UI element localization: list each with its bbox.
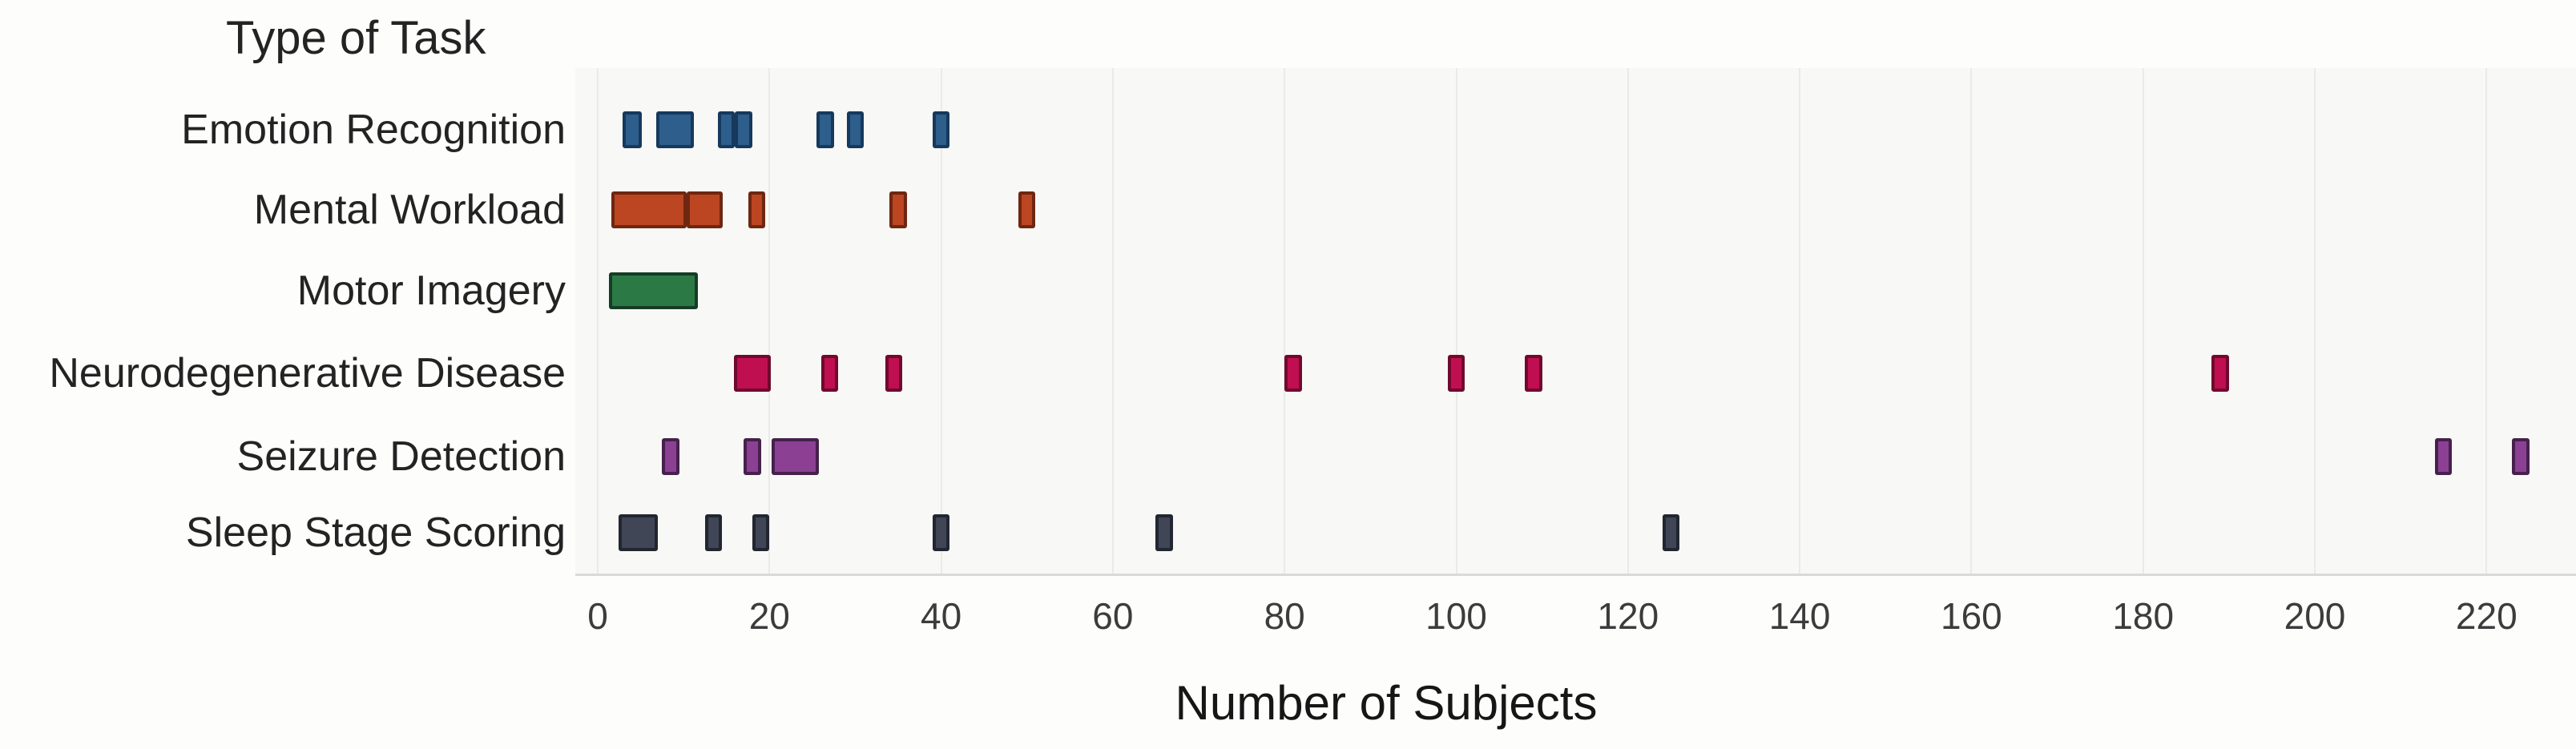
data-mark bbox=[846, 111, 865, 148]
x-tick-label: 100 bbox=[1425, 595, 1487, 637]
data-mark bbox=[735, 111, 752, 148]
x-tick-label: 200 bbox=[2284, 595, 2346, 637]
data-mark bbox=[1155, 514, 1173, 551]
data-mark bbox=[687, 191, 724, 228]
data-mark bbox=[2211, 355, 2229, 392]
data-mark bbox=[748, 191, 765, 228]
gridline bbox=[1284, 68, 1286, 574]
data-mark bbox=[816, 111, 834, 148]
gridline bbox=[597, 68, 599, 574]
gridline bbox=[1627, 68, 1629, 574]
x-tick-label: 180 bbox=[2112, 595, 2175, 637]
row-label: Seizure Detection bbox=[236, 433, 566, 480]
data-mark bbox=[611, 191, 687, 228]
data-mark bbox=[2435, 438, 2453, 475]
gridline bbox=[940, 68, 942, 574]
x-tick-label: 60 bbox=[1092, 595, 1134, 637]
data-mark bbox=[932, 111, 950, 148]
data-mark bbox=[820, 355, 838, 392]
data-mark bbox=[1525, 355, 1542, 392]
data-mark bbox=[1447, 355, 1465, 392]
row-label: Sleep Stage Scoring bbox=[185, 509, 566, 556]
gridline bbox=[2314, 68, 2316, 574]
plot-area bbox=[575, 68, 2576, 576]
x-tick-label: 160 bbox=[1941, 595, 2002, 637]
gridline bbox=[2142, 68, 2144, 574]
data-mark bbox=[1662, 514, 1680, 551]
data-mark bbox=[704, 514, 723, 551]
data-mark bbox=[618, 514, 658, 551]
gridline bbox=[1970, 68, 1973, 574]
data-mark bbox=[608, 272, 699, 309]
data-mark bbox=[1018, 191, 1036, 228]
row-label: Mental Workload bbox=[253, 187, 566, 233]
x-tick-label: 40 bbox=[921, 595, 962, 637]
data-mark bbox=[2512, 438, 2530, 475]
gridline bbox=[1111, 68, 1114, 574]
x-tick-label: 140 bbox=[1768, 595, 1831, 637]
data-mark bbox=[623, 111, 642, 148]
gridline bbox=[1799, 68, 1801, 574]
data-mark bbox=[718, 111, 736, 148]
data-mark bbox=[1284, 355, 1302, 392]
chart-title: Type of Task bbox=[226, 12, 486, 64]
data-mark bbox=[889, 191, 907, 228]
x-tick-label: 20 bbox=[748, 595, 790, 637]
x-tick-label: 120 bbox=[1597, 595, 1659, 637]
row-label: Motor Imagery bbox=[296, 268, 566, 314]
data-mark bbox=[662, 438, 679, 475]
x-axis-label: Number of Subjects bbox=[1175, 676, 1598, 730]
data-mark bbox=[733, 355, 771, 392]
row-label: Emotion Recognition bbox=[181, 107, 566, 153]
data-mark bbox=[655, 111, 694, 148]
gridline bbox=[768, 68, 771, 574]
x-tick-label: 220 bbox=[2455, 595, 2518, 637]
data-mark bbox=[771, 438, 819, 475]
data-mark bbox=[752, 514, 770, 551]
x-tick-label: 0 bbox=[587, 595, 608, 637]
x-tick-label: 80 bbox=[1264, 595, 1305, 637]
data-mark bbox=[885, 355, 903, 392]
row-label: Neurodegenerative Disease bbox=[49, 350, 566, 397]
gridline bbox=[1455, 68, 1457, 574]
data-mark bbox=[932, 514, 950, 551]
gridline bbox=[2485, 68, 2488, 574]
data-mark bbox=[744, 438, 761, 475]
